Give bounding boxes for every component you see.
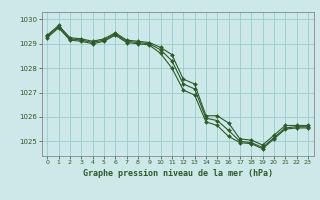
X-axis label: Graphe pression niveau de la mer (hPa): Graphe pression niveau de la mer (hPa) [83,169,273,178]
